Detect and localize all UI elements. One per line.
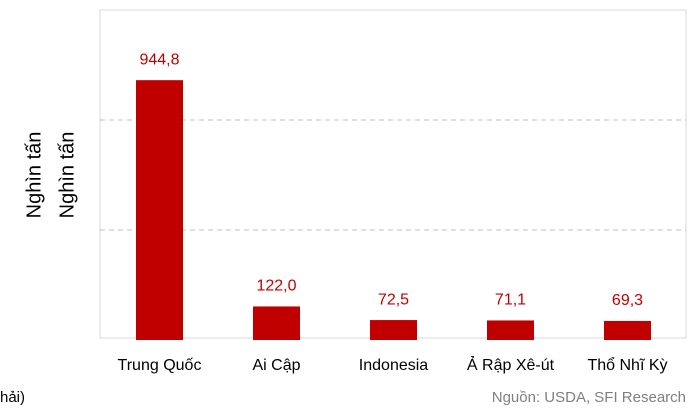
x-tick-label: Thổ Nhĩ Kỳ (587, 356, 667, 374)
bar (370, 320, 417, 340)
bar (253, 306, 300, 340)
source: Nguồn: USDA, SFI Research (492, 389, 686, 406)
y-axis-label: Nghìn tấn (56, 132, 78, 219)
y-axis-label: Nghìn tấn (23, 132, 45, 219)
x-tick-label: Ai Cập (252, 357, 300, 374)
value-label: 944,8 (139, 51, 179, 68)
value-label: 122,0 (256, 278, 296, 295)
value-label: 71,1 (495, 292, 526, 309)
x-tick-label: Ả Rập Xê-út (467, 355, 555, 374)
x-tick-label: Indonesia (359, 357, 428, 374)
bar (487, 320, 534, 340)
x-tick-label: Trung Quốc (118, 357, 202, 374)
bar (604, 320, 651, 340)
bar (136, 80, 183, 341)
value-label: 69,3 (612, 292, 643, 309)
value-label: 72,5 (378, 291, 409, 308)
note: hải) (0, 389, 25, 406)
plot-area (99, 9, 687, 339)
